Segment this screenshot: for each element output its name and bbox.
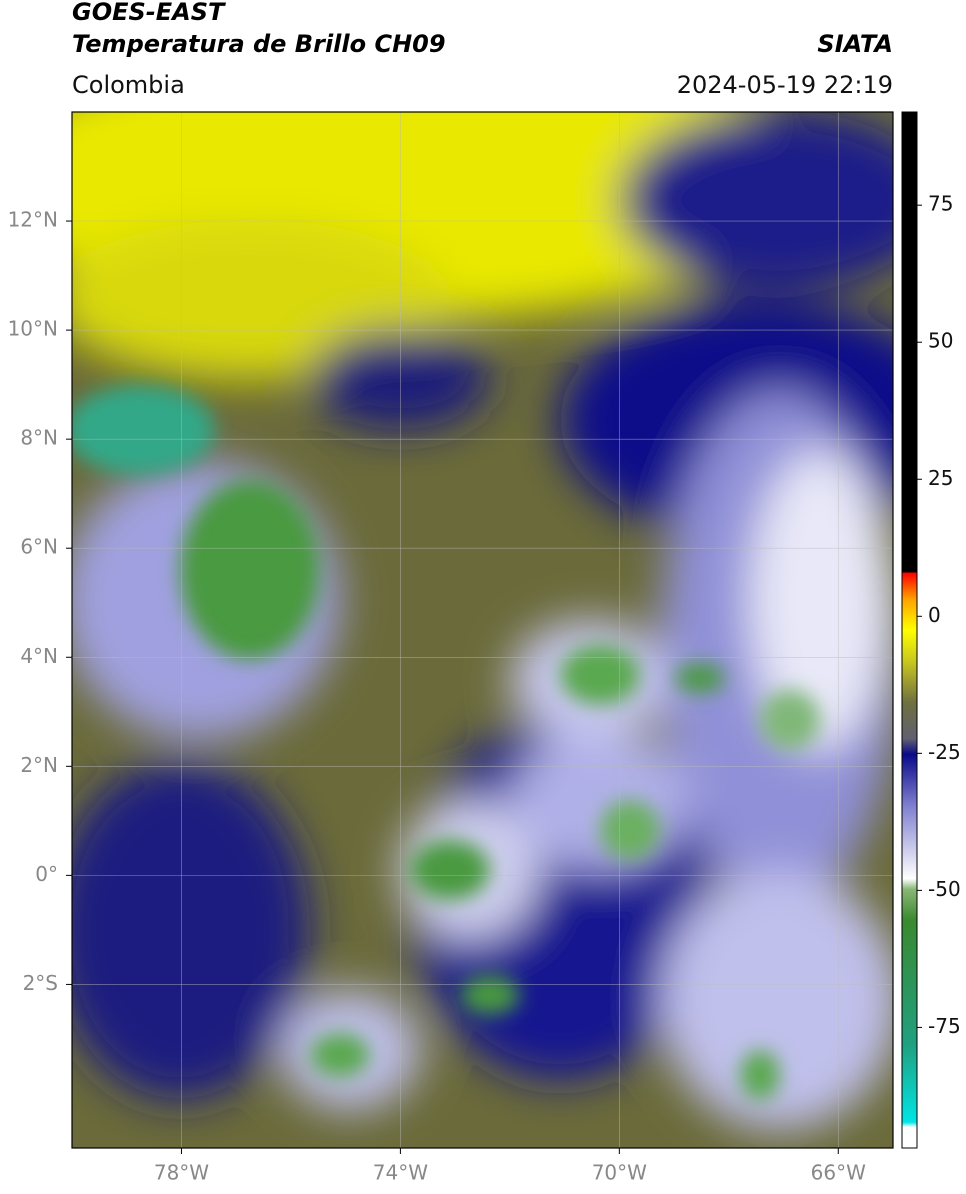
datetime: 2024-05-19 22:19	[677, 71, 893, 99]
lat-tick-label: 2°N	[20, 753, 58, 777]
lat-tick-label: 8°N	[20, 426, 58, 450]
colorbar-tick-label: -50	[928, 877, 961, 901]
lat-tick-label: 4°N	[20, 644, 58, 668]
lon-tick-label: 74°W	[373, 1161, 428, 1185]
satellite-image	[72, 112, 893, 1148]
colorbar-tick-label: 0	[928, 603, 941, 627]
satellite: GOES-EAST	[72, 0, 226, 26]
region: Colombia	[72, 71, 185, 99]
lat-tick-label: 2°S	[23, 971, 58, 995]
colorbar-tick-label: -75	[928, 1014, 961, 1038]
colorbar-tick-label: 25	[928, 466, 953, 490]
source: SIATA	[817, 30, 893, 58]
lat-tick-label: 0°	[35, 862, 58, 886]
lon-tick-label: 66°W	[811, 1161, 866, 1185]
lat-tick-label: 6°N	[20, 535, 58, 559]
lon-tick-label: 70°W	[592, 1161, 647, 1185]
colorbar	[901, 111, 918, 1149]
colorbar-tick-label: -25	[928, 740, 961, 764]
lon-tick-label: 78°W	[154, 1161, 209, 1185]
colorbar-tick-label: 75	[928, 192, 953, 216]
product: Temperatura de Brillo CH09	[72, 30, 446, 58]
map-frame	[71, 111, 894, 1149]
graticule	[72, 112, 893, 1148]
lat-tick-label: 10°N	[8, 317, 58, 341]
lat-tick-label: 12°N	[8, 208, 58, 232]
colorbar-tick-label: 50	[928, 329, 953, 353]
